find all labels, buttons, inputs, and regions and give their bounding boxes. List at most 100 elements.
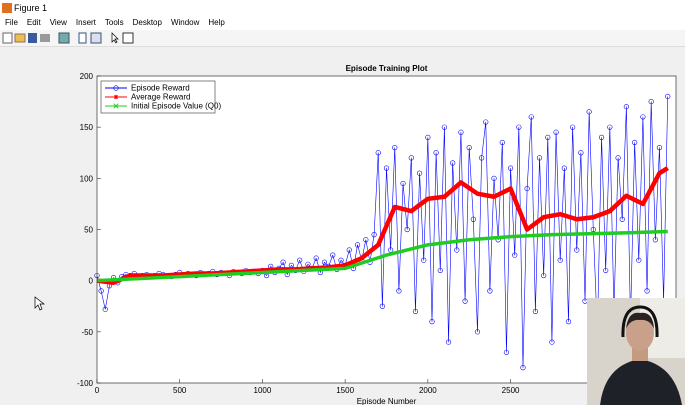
point <box>404 226 410 233</box>
point <box>400 180 406 187</box>
pointer-icon[interactable] <box>111 32 119 44</box>
app-icon <box>2 3 12 13</box>
point <box>516 124 522 130</box>
x-tick-label: 500 <box>173 386 187 395</box>
point <box>379 303 385 309</box>
point <box>479 155 485 161</box>
point <box>503 349 510 355</box>
point <box>623 104 629 110</box>
point <box>346 247 352 253</box>
point <box>557 257 563 263</box>
legend-marker <box>113 94 119 100</box>
point <box>570 124 576 130</box>
point <box>313 255 319 261</box>
point <box>619 216 625 222</box>
menu-item[interactable]: File <box>5 18 18 27</box>
point <box>433 150 439 156</box>
point <box>392 145 398 151</box>
point <box>553 129 559 135</box>
legend-icon[interactable] <box>90 32 102 44</box>
point <box>102 306 108 312</box>
point <box>545 134 551 140</box>
point <box>474 329 481 335</box>
legend-label: Average Reward <box>131 93 190 102</box>
title-bar: Figure 1 <box>0 0 685 16</box>
toolbar <box>0 30 685 47</box>
menu-item[interactable]: Edit <box>26 18 41 27</box>
save-icon[interactable] <box>28 33 37 43</box>
point <box>297 257 303 263</box>
webcam-overlay <box>587 298 685 405</box>
point <box>454 247 460 253</box>
series-line <box>96 166 669 285</box>
point <box>429 319 435 325</box>
series-line <box>96 229 668 283</box>
x-tick-label: 2500 <box>502 386 520 395</box>
point <box>371 232 377 238</box>
menu-item[interactable]: View <box>49 18 67 27</box>
mouse-cursor <box>34 296 46 311</box>
point <box>450 160 456 166</box>
point <box>524 185 530 192</box>
point <box>280 259 286 265</box>
point <box>656 145 663 151</box>
point <box>652 237 658 243</box>
point <box>363 237 369 243</box>
menu-bar: File Edit View Insert Tools Desktop Window Help <box>0 16 685 30</box>
point <box>487 288 493 294</box>
zoom-icon[interactable] <box>58 32 70 44</box>
point <box>640 114 646 120</box>
chart: Episode Training Plot Episode Number -100 -… <box>34 64 685 405</box>
print-icon[interactable] <box>40 34 50 42</box>
menu-item[interactable]: Help <box>208 18 225 27</box>
series <box>96 166 669 285</box>
point <box>354 242 361 248</box>
point <box>408 155 414 161</box>
x-tick-label: 1500 <box>336 386 354 395</box>
point <box>470 216 476 222</box>
point <box>607 124 613 130</box>
open-icon[interactable] <box>14 33 26 43</box>
toolbar-icons <box>2 32 134 44</box>
point <box>338 257 344 263</box>
series <box>96 229 668 283</box>
point <box>330 252 336 258</box>
point <box>441 124 448 130</box>
x-tick-label: 0 <box>95 386 100 395</box>
menu-item[interactable]: Insert <box>75 18 96 27</box>
y-tick-label: -100 <box>77 379 94 388</box>
legend-marker <box>113 85 119 91</box>
point <box>615 155 621 161</box>
point <box>491 175 497 181</box>
point <box>483 119 489 125</box>
point <box>375 150 381 156</box>
menu-item[interactable]: Window <box>170 18 200 27</box>
point <box>466 145 472 151</box>
property-icon[interactable] <box>122 32 134 44</box>
point <box>598 134 605 140</box>
y-tick-label: 200 <box>80 72 94 81</box>
new-icon[interactable] <box>2 32 13 44</box>
webcam-person-hair <box>626 312 654 329</box>
x-axis-label: Episode Number <box>357 397 417 405</box>
menu-item[interactable]: Tools <box>104 18 124 27</box>
webcam-person-head <box>626 315 654 351</box>
point <box>507 165 514 171</box>
menu-item[interactable]: Desktop <box>132 18 162 27</box>
point <box>396 288 402 294</box>
point <box>561 165 567 171</box>
webcam-person-body <box>600 359 682 405</box>
point <box>520 365 526 371</box>
point <box>632 139 638 146</box>
legend-label: Initial Episode Value (Q0) <box>131 102 221 111</box>
point <box>416 170 423 176</box>
point <box>425 134 431 140</box>
colorbar-icon[interactable] <box>78 32 87 44</box>
point <box>586 109 592 115</box>
point <box>648 98 654 105</box>
point <box>574 247 580 253</box>
point <box>412 308 419 314</box>
point <box>383 165 390 171</box>
